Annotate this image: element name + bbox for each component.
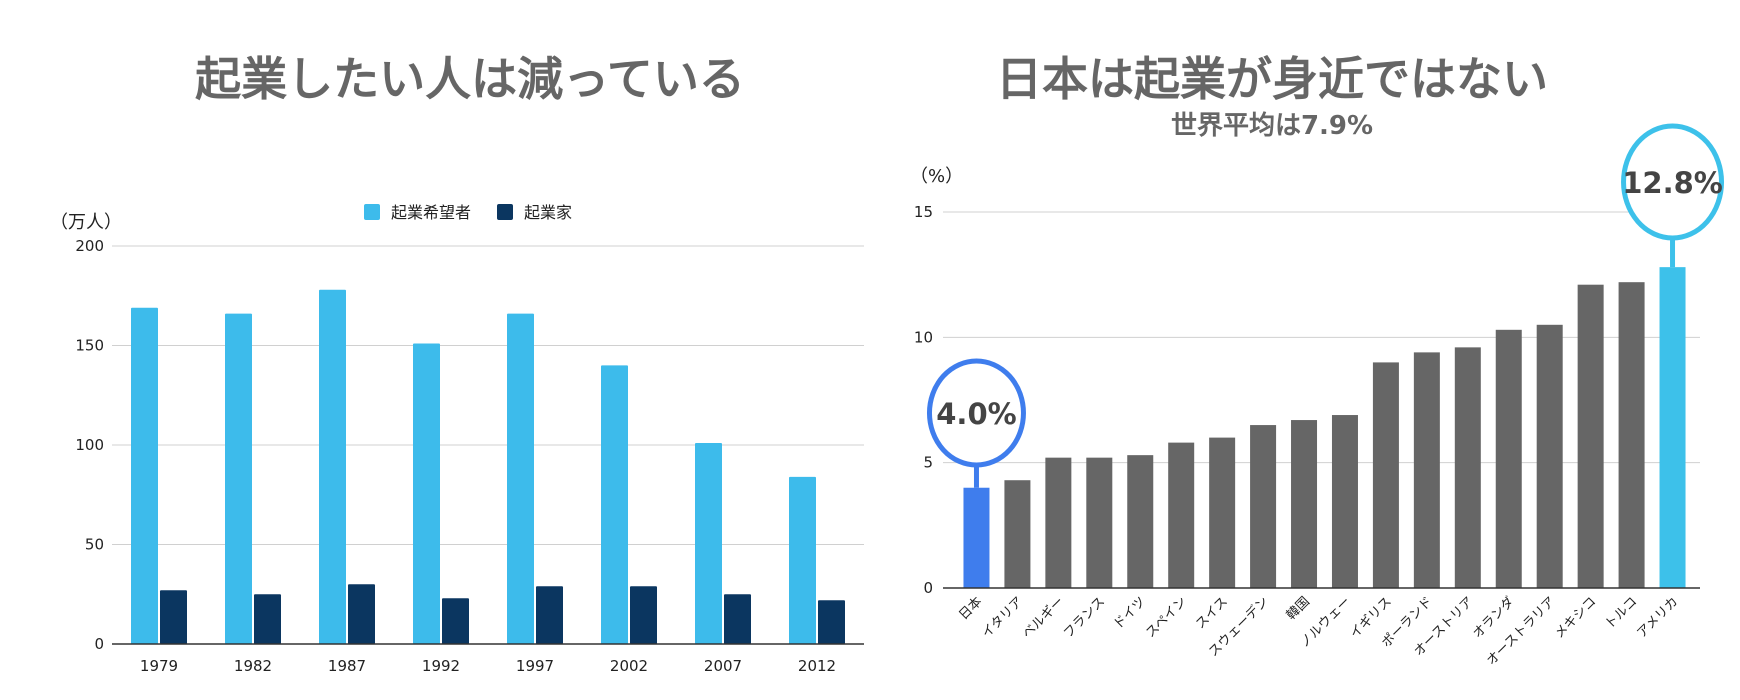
bar-country xyxy=(1045,457,1072,588)
bar-country xyxy=(1577,284,1604,588)
bar-usa xyxy=(1659,267,1686,588)
bar-entrepreneurs xyxy=(160,590,187,644)
bar-entrepreneurs xyxy=(442,598,469,644)
callout-label: 4.0% xyxy=(936,397,1016,431)
x-tick-label: ドイツ xyxy=(1111,594,1149,632)
bar-country xyxy=(1331,415,1358,588)
bar-aspirants xyxy=(789,476,816,644)
bar-country xyxy=(1495,329,1522,588)
bar-aspirants xyxy=(225,313,252,644)
y-tick-label: 0 xyxy=(923,579,933,597)
y-tick-label: 15 xyxy=(914,203,933,221)
y-tick-label: 10 xyxy=(914,328,933,346)
bar-country xyxy=(1413,352,1440,588)
x-tick-label: 1979 xyxy=(140,657,178,675)
x-tick-label: フランス xyxy=(1061,594,1108,641)
bar-entrepreneurs xyxy=(818,600,845,644)
bar-entrepreneurs xyxy=(724,594,751,644)
x-tick-label: 2007 xyxy=(704,657,742,675)
x-tick-label: ベルギー xyxy=(1020,594,1067,641)
x-tick-label: 日本 xyxy=(956,594,985,623)
bar-country xyxy=(1454,347,1481,588)
callout-circle xyxy=(926,358,1026,468)
y-tick-label: 200 xyxy=(75,237,104,255)
bar-country xyxy=(1250,425,1277,588)
bar-aspirants xyxy=(601,365,628,644)
x-tick-label: スイス xyxy=(1193,594,1231,632)
y-tick-label: 150 xyxy=(75,337,104,355)
x-tick-label: 1987 xyxy=(328,657,366,675)
left-y-unit: （万人） xyxy=(50,212,122,233)
callout-circle xyxy=(1621,123,1725,241)
left-legend: 起業希望者 起業家 xyxy=(364,203,572,222)
bar-aspirants xyxy=(319,289,346,644)
x-tick-label: スペイン xyxy=(1143,594,1190,641)
x-tick-label: 2012 xyxy=(798,657,836,675)
bar-entrepreneurs xyxy=(254,594,281,644)
left-plot: 0 50 100 150 200 1979 1982 1987 1992 1997 2002 2007… xyxy=(75,237,864,675)
bar-country xyxy=(1168,442,1195,588)
bar-japan xyxy=(963,487,990,588)
bar-entrepreneurs xyxy=(630,586,657,644)
left-chart-title: 起業したい人は減っている xyxy=(195,52,745,106)
bar-country xyxy=(1209,437,1236,588)
bar-country xyxy=(1536,324,1563,588)
right-chart-title: 日本は起業が身近ではない xyxy=(996,52,1548,106)
bar-country xyxy=(1086,457,1113,588)
x-tick-label: 2002 xyxy=(610,657,648,675)
bar-aspirants xyxy=(413,343,440,644)
bar-aspirants xyxy=(131,307,158,644)
y-tick-label: 0 xyxy=(94,635,104,653)
y-tick-label: 50 xyxy=(85,536,104,554)
legend-label: 起業希望者 xyxy=(391,203,471,222)
legend-swatch xyxy=(364,204,380,220)
bar-country xyxy=(1618,282,1645,588)
bar-country xyxy=(1127,455,1154,588)
x-tick-label: 韓国 xyxy=(1284,594,1313,623)
bar-aspirants xyxy=(695,443,722,644)
y-tick-label: 5 xyxy=(923,454,933,472)
callout-label: 12.8% xyxy=(1622,166,1723,200)
x-tick-label: 1982 xyxy=(234,657,272,675)
bar-entrepreneurs xyxy=(536,586,563,644)
x-tick-label: イタリア xyxy=(979,594,1026,641)
right-y-unit: （%） xyxy=(910,166,963,187)
bar-country xyxy=(1004,480,1031,588)
bar-entrepreneurs xyxy=(348,584,375,644)
bar-country xyxy=(1372,362,1399,588)
x-tick-label: 1997 xyxy=(516,657,554,675)
bar-aspirants xyxy=(507,313,534,644)
x-tick-label: 1992 xyxy=(422,657,460,675)
x-tick-label: アメリカ xyxy=(1634,594,1681,641)
y-tick-label: 100 xyxy=(75,436,104,454)
bar-country xyxy=(1291,420,1318,588)
x-tick-label: メキシコ xyxy=(1552,594,1599,641)
legend-label: 起業家 xyxy=(524,203,572,222)
x-tick-label: トルコ xyxy=(1602,594,1640,632)
right-chart-subtitle: 世界平均は7.9% xyxy=(1171,111,1373,141)
legend-swatch xyxy=(497,204,513,220)
